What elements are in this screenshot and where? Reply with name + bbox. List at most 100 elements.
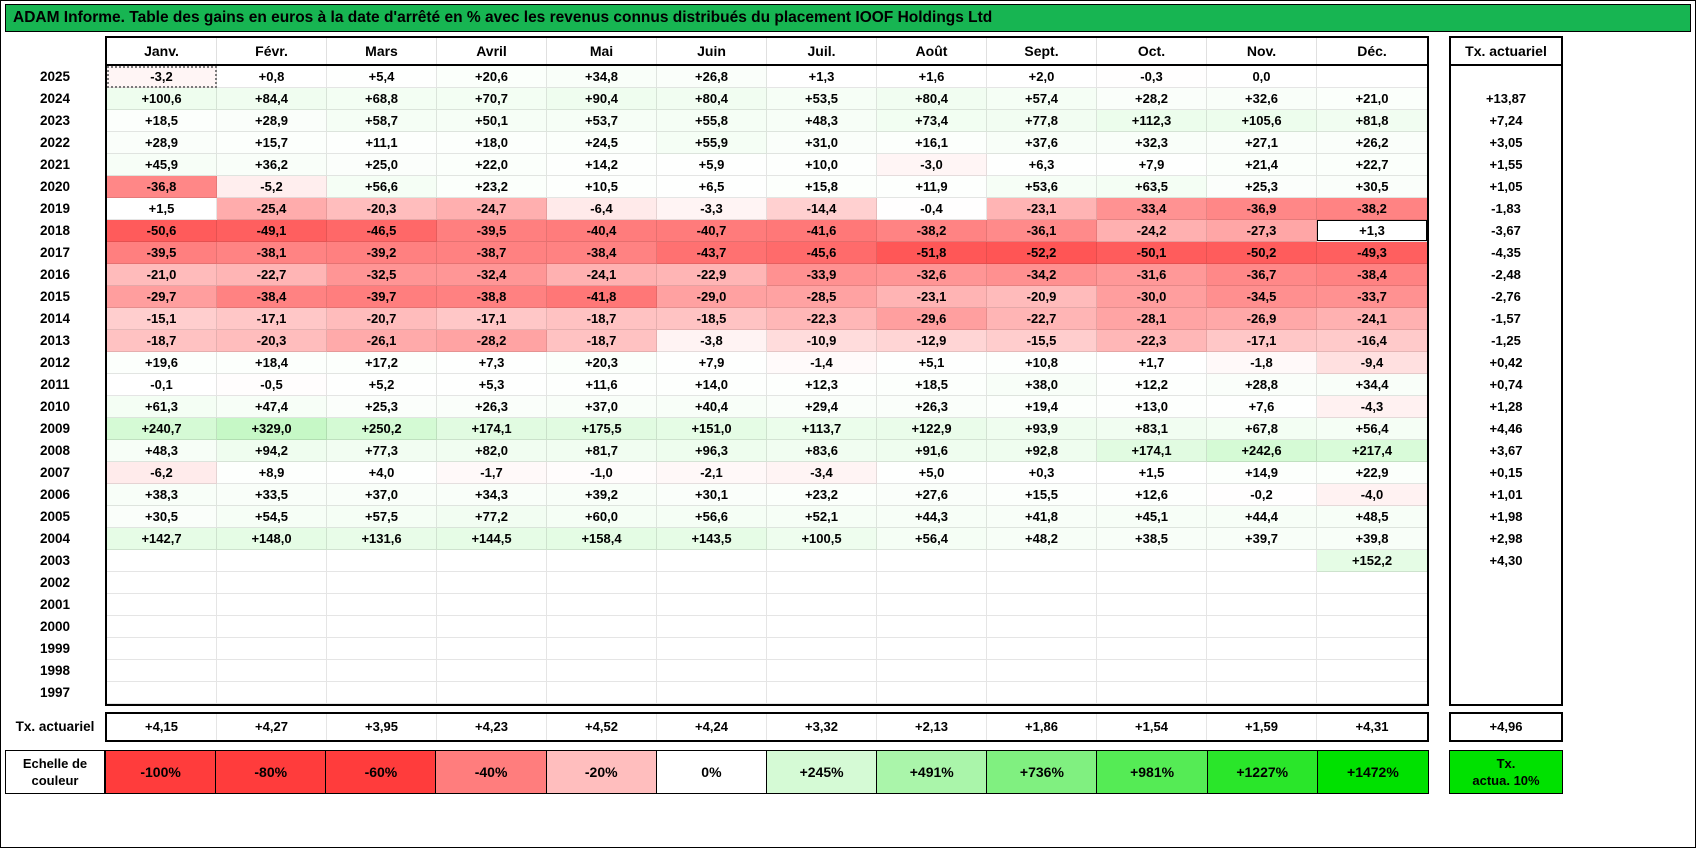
gain-cell[interactable]: -1,7 [437, 462, 547, 484]
gain-cell[interactable]: -29,7 [107, 286, 217, 308]
gain-cell[interactable]: +37,6 [987, 132, 1097, 154]
gain-cell[interactable]: +44,3 [877, 506, 987, 528]
gain-cell[interactable]: +39,7 [1207, 528, 1317, 550]
footer-tx-cell[interactable]: +4,31 [1355, 719, 1389, 734]
gain-cell[interactable]: -9,4 [1317, 352, 1427, 374]
footer-tx-cell[interactable]: +4,24 [657, 714, 767, 740]
gain-cell[interactable]: -38,2 [1317, 198, 1427, 220]
gain-cell[interactable]: -33,7 [1317, 286, 1427, 308]
year-label[interactable]: 2025 [39, 69, 71, 84]
tx-actuariel-value[interactable]: -3,67 [1491, 223, 1521, 238]
month-header-cell[interactable]: Nov. [1207, 38, 1317, 64]
tx-actuariel-value[interactable] [1451, 616, 1561, 638]
gain-cell[interactable]: +63,5 [1097, 176, 1207, 198]
gain-cell[interactable] [107, 682, 217, 704]
gain-cell[interactable] [1097, 594, 1207, 616]
gain-cell[interactable]: -34,5 [1207, 286, 1317, 308]
gain-cell[interactable]: +91,6 [877, 440, 987, 462]
gain-cell[interactable]: -43,7 [657, 242, 767, 264]
gain-cell[interactable]: +80,4 [657, 88, 767, 110]
gain-cell[interactable] [1317, 572, 1427, 594]
gain-cell[interactable] [1207, 594, 1317, 616]
gain-cell[interactable] [437, 638, 547, 660]
gain-cell[interactable]: +54,5 [217, 506, 327, 528]
gain-cell[interactable] [657, 638, 767, 660]
gain-cell[interactable]: +56,6 [327, 176, 437, 198]
gain-cell[interactable] [547, 660, 657, 682]
gain-cell[interactable]: +27,1 [1207, 132, 1317, 154]
month-header-cell[interactable]: Déc. [1357, 43, 1387, 59]
gain-cell[interactable] [767, 638, 877, 660]
gain-cell[interactable]: -28,2 [437, 330, 547, 352]
month-header-cell[interactable]: Mai [547, 38, 657, 64]
gain-cell[interactable] [327, 660, 437, 682]
footer-tx-cell[interactable]: +4,52 [547, 714, 657, 740]
tx-actuariel-value[interactable]: +3,05 [1489, 135, 1523, 150]
gain-cell[interactable]: -4,0 [1317, 484, 1427, 506]
gain-cell[interactable]: +131,6 [327, 528, 437, 550]
gain-cell[interactable] [107, 638, 217, 660]
gain-cell[interactable]: +5,3 [437, 374, 547, 396]
gain-cell[interactable]: +48,5 [1317, 506, 1427, 528]
gain-cell[interactable] [547, 550, 657, 572]
gain-cell[interactable]: +28,9 [107, 132, 217, 154]
gain-cell[interactable]: +112,3 [1097, 110, 1207, 132]
gain-cell[interactable]: -18,7 [547, 330, 657, 352]
gain-cell[interactable] [437, 550, 547, 572]
gain-cell[interactable]: -0,4 [877, 198, 987, 220]
gain-cell[interactable] [987, 572, 1097, 594]
gain-cell[interactable]: +56,4 [877, 528, 987, 550]
gain-cell[interactable]: +1,5 [107, 198, 217, 220]
gain-cell[interactable] [217, 660, 327, 682]
gain-cell[interactable] [1207, 660, 1317, 682]
gain-cell[interactable]: -32,4 [437, 264, 547, 286]
gain-cell[interactable]: +152,2 [1317, 550, 1427, 572]
gain-cell[interactable]: +1,6 [877, 66, 987, 88]
gain-cell[interactable]: +5,2 [327, 374, 437, 396]
gain-cell[interactable]: -38,1 [217, 242, 327, 264]
gain-cell[interactable]: -36,9 [1207, 198, 1317, 220]
tx-actuariel-value[interactable]: +1,28 [1489, 399, 1523, 414]
gain-cell[interactable]: +39,2 [547, 484, 657, 506]
gain-cell[interactable] [877, 594, 987, 616]
tx-actuariel-value[interactable]: -1,83 [1491, 201, 1521, 216]
gain-cell[interactable]: +25,0 [327, 154, 437, 176]
gain-cell[interactable]: +30,1 [657, 484, 767, 506]
gain-cell[interactable]: +14,9 [1207, 462, 1317, 484]
month-header-cell[interactable]: Juin [657, 38, 767, 64]
gain-cell[interactable]: +67,8 [1207, 418, 1317, 440]
tx-actuariel-value[interactable] [1451, 572, 1561, 594]
gain-cell[interactable]: -15,5 [987, 330, 1097, 352]
gain-cell[interactable]: +15,8 [767, 176, 877, 198]
gain-cell[interactable]: -39,5 [437, 220, 547, 242]
gain-cell[interactable]: +32,3 [1097, 132, 1207, 154]
gain-cell[interactable] [877, 572, 987, 594]
gain-cell[interactable] [1317, 638, 1427, 660]
gain-cell[interactable]: +174,1 [1097, 440, 1207, 462]
month-header-cell[interactable]: Août [877, 38, 987, 64]
gain-cell[interactable]: -33,4 [1097, 198, 1207, 220]
year-label[interactable]: 2008 [39, 443, 71, 458]
gain-cell[interactable] [217, 594, 327, 616]
gain-cell[interactable]: +18,4 [217, 352, 327, 374]
year-label[interactable]: 2021 [39, 157, 71, 172]
gain-cell[interactable]: +39,8 [1317, 528, 1427, 550]
gain-cell[interactable]: -15,1 [107, 308, 217, 330]
gain-cell[interactable]: +83,6 [767, 440, 877, 462]
gain-cell[interactable] [877, 682, 987, 704]
gain-cell[interactable]: +36,2 [217, 154, 327, 176]
tx-actuariel-value[interactable] [1451, 660, 1561, 682]
gain-cell[interactable]: -2,1 [657, 462, 767, 484]
tx-actuariel-value[interactable]: +0,15 [1489, 465, 1523, 480]
gain-cell[interactable]: +6,5 [657, 176, 767, 198]
gain-cell[interactable]: -24,1 [547, 264, 657, 286]
tx-actuariel-value[interactable]: +1,55 [1489, 157, 1523, 172]
year-label[interactable]: 2005 [39, 509, 71, 524]
gain-cell[interactable]: +174,1 [437, 418, 547, 440]
gain-cell[interactable]: -22,7 [217, 264, 327, 286]
gain-cell[interactable]: +0,3 [987, 462, 1097, 484]
gain-cell[interactable]: +23,2 [437, 176, 547, 198]
footer-tx-cell[interactable]: +4,27 [217, 714, 327, 740]
gain-cell[interactable]: -12,9 [877, 330, 987, 352]
footer-tx-cell[interactable]: +3,32 [767, 714, 877, 740]
